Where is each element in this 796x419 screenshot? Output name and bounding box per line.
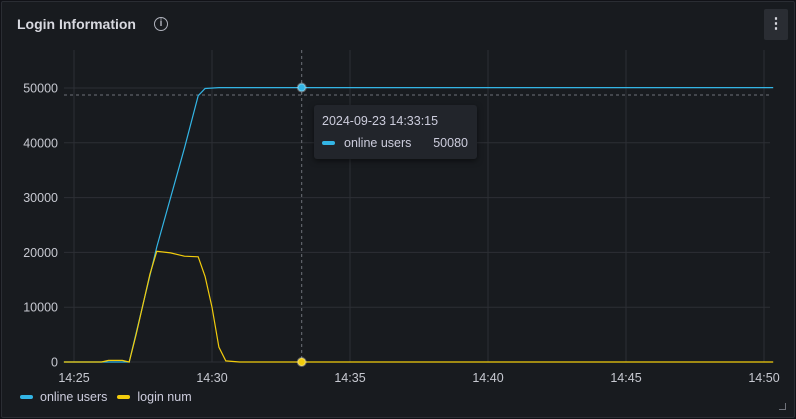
- info-circle-icon[interactable]: i: [154, 17, 168, 31]
- y-tick-label: 50000: [23, 82, 58, 96]
- tooltip-row: online users 50080: [322, 136, 469, 150]
- tooltip-series: online users: [344, 136, 412, 150]
- series-swatch: [322, 141, 335, 145]
- legend-item-login-num[interactable]: login num: [117, 390, 192, 404]
- tooltip-value: 50080: [433, 136, 468, 150]
- legend: online users login num: [20, 390, 192, 404]
- x-tick-label: 14:40: [472, 371, 503, 385]
- legend-label: online users: [40, 390, 108, 404]
- y-tick-label: 10000: [23, 301, 58, 315]
- panel-title: Login Information: [17, 16, 136, 32]
- hover-point-online-users: [296, 82, 307, 93]
- x-tick-label: 14:25: [58, 371, 89, 385]
- legend-item-online-users[interactable]: online users: [20, 390, 107, 404]
- y-tick-label: 0: [51, 356, 58, 370]
- tooltip: 2024-09-23 14:33:15 online users 50080: [314, 105, 477, 159]
- resize-handle[interactable]: [779, 403, 786, 410]
- hover-point-login-num: [296, 357, 307, 367]
- legend-label: login num: [137, 390, 192, 404]
- legend-swatch: [20, 395, 33, 399]
- x-tick-label: 14:35: [334, 371, 365, 385]
- x-tick-label: 14:30: [196, 371, 227, 385]
- series-line-login-num: [63, 250, 774, 363]
- kebab-menu-icon[interactable]: ⋮: [764, 9, 788, 40]
- y-tick-label: 20000: [23, 246, 58, 260]
- y-tick-label: 30000: [23, 191, 58, 205]
- legend-swatch: [117, 395, 131, 399]
- y-tick-label: 40000: [23, 136, 58, 150]
- tooltip-time: 2024-09-23 14:33:15: [322, 114, 439, 128]
- x-tick-label: 14:50: [748, 371, 779, 385]
- x-tick-label: 14:45: [610, 371, 641, 385]
